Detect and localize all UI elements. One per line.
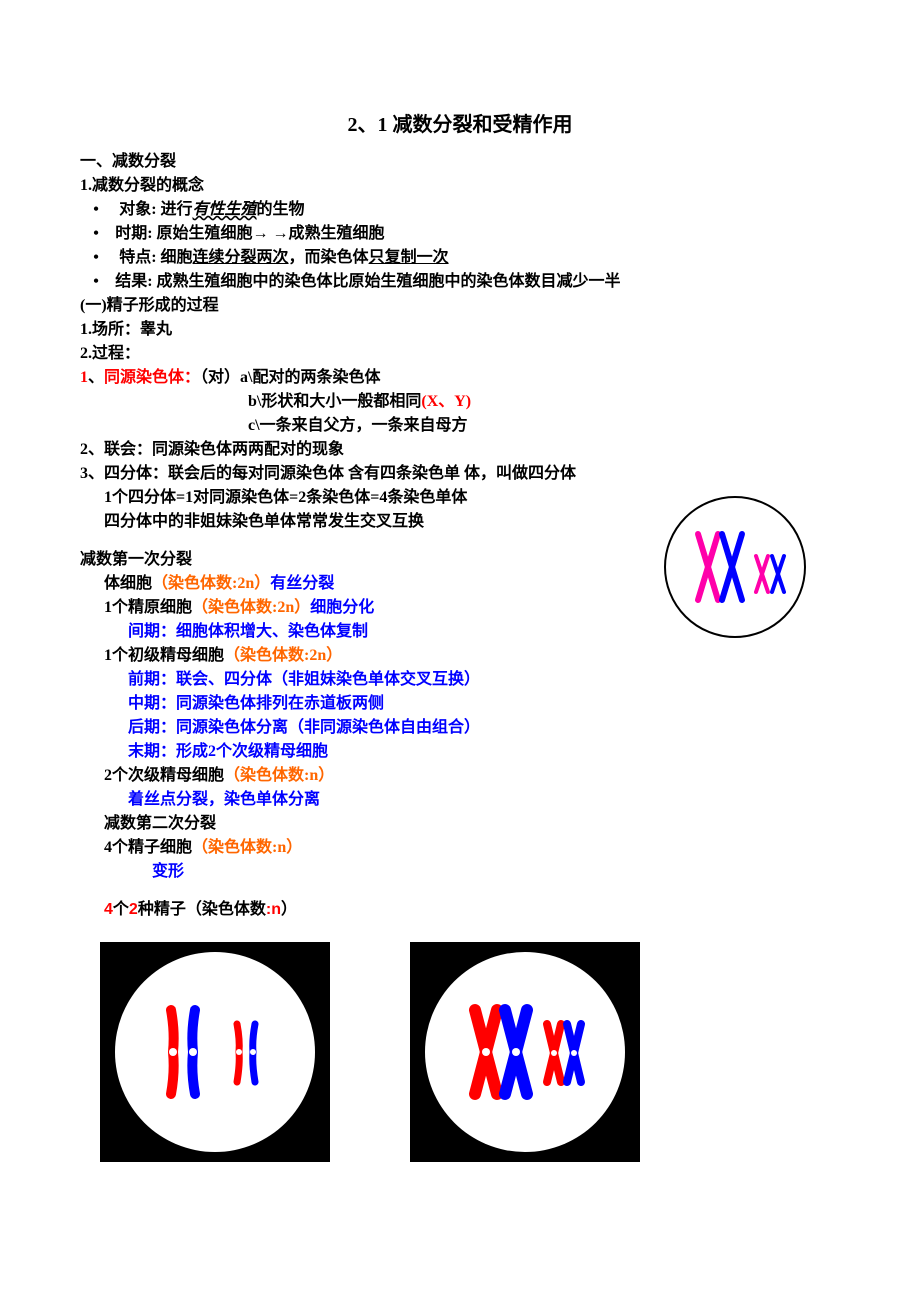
text: 细胞分化 (310, 599, 374, 616)
list-item: 时期: 原始生殖细胞→ →成熟生殖细胞 (80, 222, 840, 246)
phase-line: 1个初级精母细胞（染色体数:2n） (104, 644, 840, 668)
document-page: 2、1 减数分裂和受精作用 一、减数分裂 1.减数分裂的概念 对象: 进行有性生… (0, 0, 920, 1202)
text: （染色体数:2n） (224, 647, 342, 664)
text-underlined: 连续分裂两次 (193, 249, 289, 266)
definition-line: 1、同源染色体：（对）a\配对的两条染色体 (80, 366, 840, 390)
phase-line: 后期：同源染色体分离（非同源染色体自由组合） (128, 716, 840, 740)
text: 、 (88, 369, 104, 386)
definition-line: 2、联会：同源染色体两两配对的现象 (80, 438, 840, 462)
list-item: 对象: 进行有性生殖的生物 (80, 198, 840, 222)
phase-line: 4个精子细胞（染色体数:n） (104, 836, 840, 860)
text: 特点: 细胞 (119, 249, 192, 266)
phase-line: 着丝点分裂，染色单体分离 (128, 788, 840, 812)
text: ，而染色体 (289, 249, 369, 266)
text: 1个初级精母细胞 (104, 647, 224, 664)
phase-line: 末期：形成2个次级精母细胞 (128, 740, 840, 764)
concept-list: 对象: 进行有性生殖的生物 时期: 原始生殖细胞→ →成熟生殖细胞 特点: 细胞… (80, 198, 840, 294)
chromosome-svg (435, 962, 615, 1142)
text: b\形状和大小一般都相同 (248, 393, 421, 410)
tetrad-section: 3、四分体：联会后的每对同源染色体 含有四条染色单 体，叫做四分体 1个四分体=… (80, 462, 840, 884)
text: （染色体数:n） (192, 839, 302, 856)
cell-diagram-right (410, 942, 640, 1162)
cell-circle (115, 952, 315, 1152)
text-line: 1.场所：睾丸 (80, 318, 840, 342)
text: 1个精原细胞 (104, 599, 192, 616)
text: (X、Y) (421, 393, 471, 410)
phase-line: 中期：同源染色体排列在赤道板两侧 (128, 692, 840, 716)
text-line: 2.过程： (80, 342, 840, 366)
section-heading: 一、减数分裂 (80, 150, 840, 174)
definition-line: b\形状和大小一般都相同(X、Y) (248, 390, 840, 414)
text: ） (281, 901, 297, 918)
text: 有丝分裂 (270, 575, 334, 592)
tetrad-diagram (660, 492, 810, 642)
cell-diagram-left (100, 942, 330, 1162)
list-item: 特点: 细胞连续分裂两次，而染色体只复制一次 (80, 246, 840, 270)
cell-diagrams-row (100, 942, 840, 1162)
text: （对）a\配对的两条染色体 (200, 369, 380, 386)
page-title: 2、1 减数分裂和受精作用 (80, 110, 840, 140)
text-underlined: 只复制一次 (369, 249, 449, 266)
text: 4个精子细胞 (104, 839, 192, 856)
text: 的生物 (257, 201, 305, 218)
cell-circle (425, 952, 625, 1152)
text: 2 (129, 901, 138, 918)
chromosome-svg (125, 962, 305, 1142)
text-underlined: 有性生殖 (193, 201, 257, 218)
text: 2个次级精母细胞 (104, 767, 224, 784)
text: 同源染色体： (104, 369, 200, 386)
definition-line: c\一条来自父方，一条来自母方 (248, 414, 840, 438)
text: :n (266, 901, 281, 918)
text: （染色体数:2n） (152, 575, 270, 592)
text: （染色体数:n） (224, 767, 334, 784)
text: 精子 (154, 901, 186, 918)
subsection-heading: 1.减数分裂的概念 (80, 174, 840, 198)
result-line: 4个2种精子（染色体数:n） (104, 898, 840, 922)
text: 种 (138, 901, 154, 918)
text: 4 (104, 901, 113, 918)
subsection-heading: (一)精子形成的过程 (80, 294, 840, 318)
phase-line: 变形 (152, 860, 840, 884)
text: （染色体数 (186, 901, 266, 918)
text: 体细胞 (104, 575, 152, 592)
text: 对象: 进行 (119, 201, 192, 218)
definition-line: 3、四分体：联会后的每对同源染色体 含有四条染色单 体，叫做四分体 (80, 462, 840, 486)
text: 个 (113, 901, 129, 918)
text: 1 (80, 369, 88, 386)
list-item: 结果: 成熟生殖细胞中的染色体比原始生殖细胞中的染色体数目减少一半 (80, 270, 840, 294)
phase-line: 2个次级精母细胞（染色体数:n） (104, 764, 840, 788)
text: （染色体数:2n） (192, 599, 310, 616)
phase-line: 前期：联会、四分体（非姐妹染色单体交叉互换） (128, 668, 840, 692)
phase-line: 减数第二次分裂 (104, 812, 840, 836)
